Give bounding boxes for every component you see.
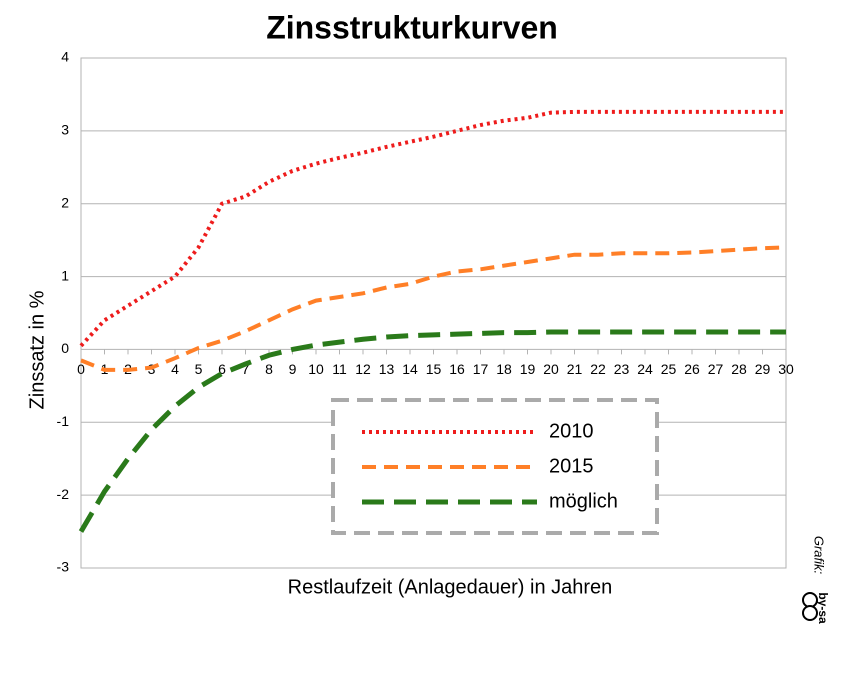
series-line xyxy=(79,109,786,348)
cc-icon xyxy=(802,592,818,621)
y-tick-label: 0 xyxy=(61,340,69,356)
y-tick-label: 2 xyxy=(61,194,69,210)
x-tick-label: 15 xyxy=(426,361,442,377)
x-tick-label: 25 xyxy=(661,361,677,377)
y-tick-label: -3 xyxy=(57,559,70,575)
x-tick-label: 10 xyxy=(308,361,324,377)
x-tick-label: 11 xyxy=(332,361,347,377)
x-tick-label: 0 xyxy=(77,361,85,377)
credit-label: Grafik: xyxy=(812,536,827,575)
x-tick-label: 8 xyxy=(265,361,273,377)
x-tick-label: 7 xyxy=(242,361,250,377)
x-tick-label: 22 xyxy=(590,361,606,377)
x-tick-label: 6 xyxy=(218,361,226,377)
x-tick-label: 27 xyxy=(708,361,724,377)
x-tick-label: 19 xyxy=(520,361,536,377)
y-tick-label: -2 xyxy=(57,486,70,502)
y-axis-label: Zinssatz in % xyxy=(26,290,48,409)
legend-label: 2010 xyxy=(549,420,594,442)
x-tick-label: 5 xyxy=(195,361,203,377)
x-tick-label: 29 xyxy=(755,361,771,377)
x-tick-label: 30 xyxy=(778,361,794,377)
x-tick-label: 17 xyxy=(473,361,489,377)
legend-label: möglich xyxy=(549,490,618,512)
x-tick-label: 18 xyxy=(496,361,512,377)
x-tick-label: 16 xyxy=(449,361,465,377)
x-tick-label: 12 xyxy=(355,361,371,377)
x-tick-label: 23 xyxy=(614,361,630,377)
x-tick-label: 28 xyxy=(731,361,747,377)
y-tick-label: 4 xyxy=(61,49,69,65)
series-line xyxy=(80,245,787,372)
x-tick-label: 20 xyxy=(543,361,559,377)
x-tick-label: 26 xyxy=(684,361,700,377)
y-tick-label: -1 xyxy=(57,413,70,429)
y-tick-label: 3 xyxy=(61,122,69,138)
x-tick-label: 9 xyxy=(289,361,297,377)
x-tick-label: 13 xyxy=(379,361,395,377)
x-tick-label: 21 xyxy=(567,361,583,377)
x-tick-label: 24 xyxy=(637,361,653,377)
chart-title: Zinsstrukturkurven xyxy=(266,9,558,45)
series-line xyxy=(78,329,786,533)
x-tick-label: 14 xyxy=(402,361,418,377)
x-tick-label: 4 xyxy=(171,361,179,377)
legend-label: 2015 xyxy=(549,455,594,477)
x-axis-label: Restlaufzeit (Anlagedauer) in Jahren xyxy=(288,576,613,598)
license-label: by-sa xyxy=(816,592,830,624)
y-tick-label: 1 xyxy=(61,267,69,283)
